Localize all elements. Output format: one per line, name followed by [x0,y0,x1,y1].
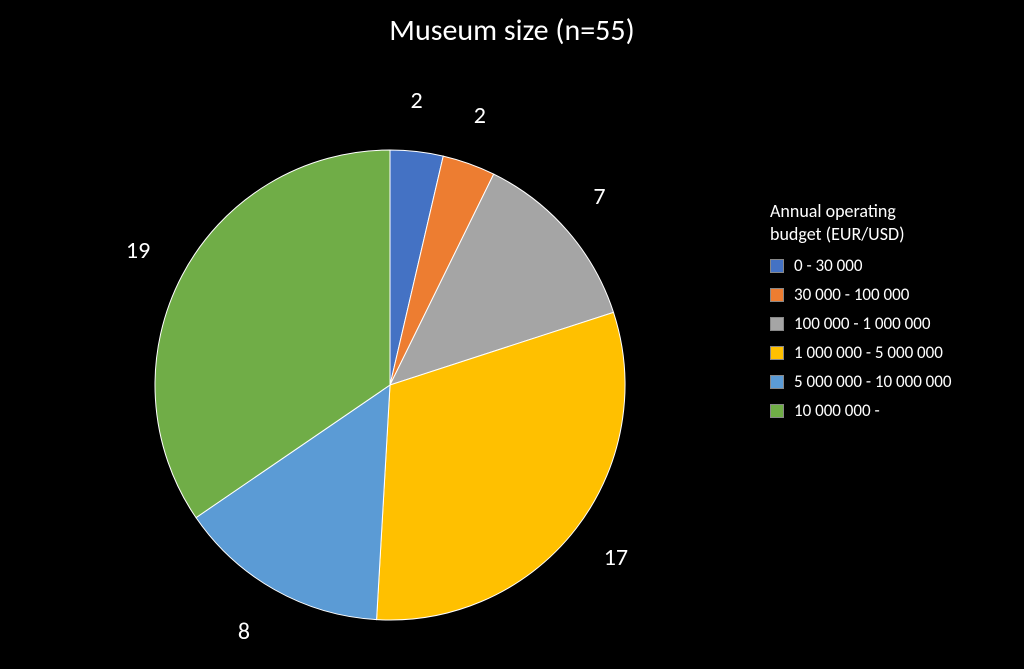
data-label: 19 [126,236,150,265]
chart-stage: Museum size (n=55) Annual operating budg… [0,0,1024,669]
legend-swatch [770,404,784,418]
legend-label: 1 000 000 - 5 000 000 [794,342,943,363]
legend-label: 30 000 - 100 000 [794,284,909,305]
legend-item: 0 - 30 000 [770,255,952,276]
legend-swatch [770,288,784,302]
legend-title: Annual operating budget (EUR/USD) [770,200,952,245]
legend-swatch [770,317,784,331]
data-label: 17 [604,543,628,572]
pie-chart [145,140,635,635]
legend-swatch [770,259,784,273]
legend-item: 10 000 000 - [770,400,952,421]
chart-title: Museum size (n=55) [0,12,1024,49]
legend-label: 10 000 000 - [794,400,880,421]
legend-swatch [770,346,784,360]
legend-item: 30 000 - 100 000 [770,284,952,305]
data-label: 7 [593,182,605,211]
legend-item: 1 000 000 - 5 000 000 [770,342,952,363]
legend-swatch [770,375,784,389]
legend-label: 100 000 - 1 000 000 [794,313,930,334]
data-label: 8 [238,617,250,646]
legend-label: 5 000 000 - 10 000 000 [794,371,952,392]
legend-item: 100 000 - 1 000 000 [770,313,952,334]
legend-item: 5 000 000 - 10 000 000 [770,371,952,392]
data-label: 2 [410,86,422,115]
legend-label: 0 - 30 000 [794,255,862,276]
data-label: 2 [474,101,486,130]
legend: Annual operating budget (EUR/USD) 0 - 30… [770,200,952,429]
